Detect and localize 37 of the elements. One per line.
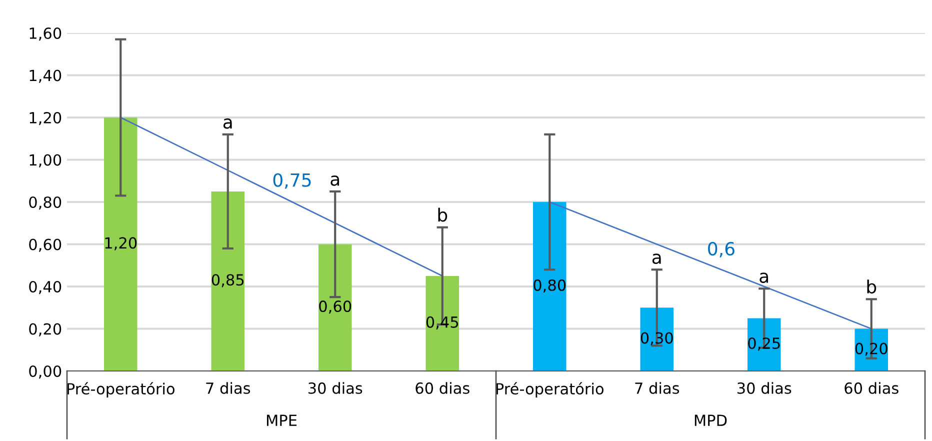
annotation: a (223, 118, 232, 129)
y-tick-label: 1,40 (30, 70, 62, 83)
series-label: 0,75 (273, 173, 311, 189)
bar (211, 191, 244, 371)
annotation: b (867, 280, 876, 294)
x-tick-label: 30 dias (308, 382, 362, 394)
x-tick-label: 7 dias (206, 382, 250, 394)
bar (104, 118, 138, 371)
x-tick-label: Pré-operatório (496, 382, 604, 398)
y-tick-label: 0,80 (29, 196, 62, 210)
y-tick-label: 0,20 (29, 323, 62, 336)
x-tick-label: 30 dias (738, 382, 792, 394)
text: MPD (694, 414, 727, 426)
annotation: a (760, 272, 768, 283)
bar (426, 276, 459, 371)
text: MPE (266, 414, 297, 426)
y-tick-label: 1,00 (30, 154, 62, 168)
data-label: 0,85 (212, 274, 244, 288)
annotation: b (438, 208, 448, 222)
annotation: a (652, 254, 661, 264)
annotation: a (330, 175, 340, 186)
series-label: 0,6 (708, 242, 734, 258)
data-label: 0,45 (426, 316, 458, 330)
x-tick-label: 60 dias (416, 382, 470, 394)
y-tick-label: 0,40 (29, 280, 62, 294)
x-tick-label: Pré-operatório (67, 382, 174, 398)
y-tick-label: 0,00 (29, 365, 62, 379)
x-tick-label: 7 dias (635, 382, 680, 394)
data-label: 0,80 (534, 279, 566, 292)
bar (533, 202, 566, 371)
y-tick-label: 0,60 (29, 238, 62, 252)
data-label: 1,20 (105, 237, 137, 250)
y-tick-label: 1,20 (30, 112, 62, 126)
y-tick-label: 1,60 (30, 27, 62, 41)
bar (318, 244, 352, 371)
data-label: 0,60 (319, 300, 352, 314)
x-tick-label: 60 dias (844, 382, 898, 394)
